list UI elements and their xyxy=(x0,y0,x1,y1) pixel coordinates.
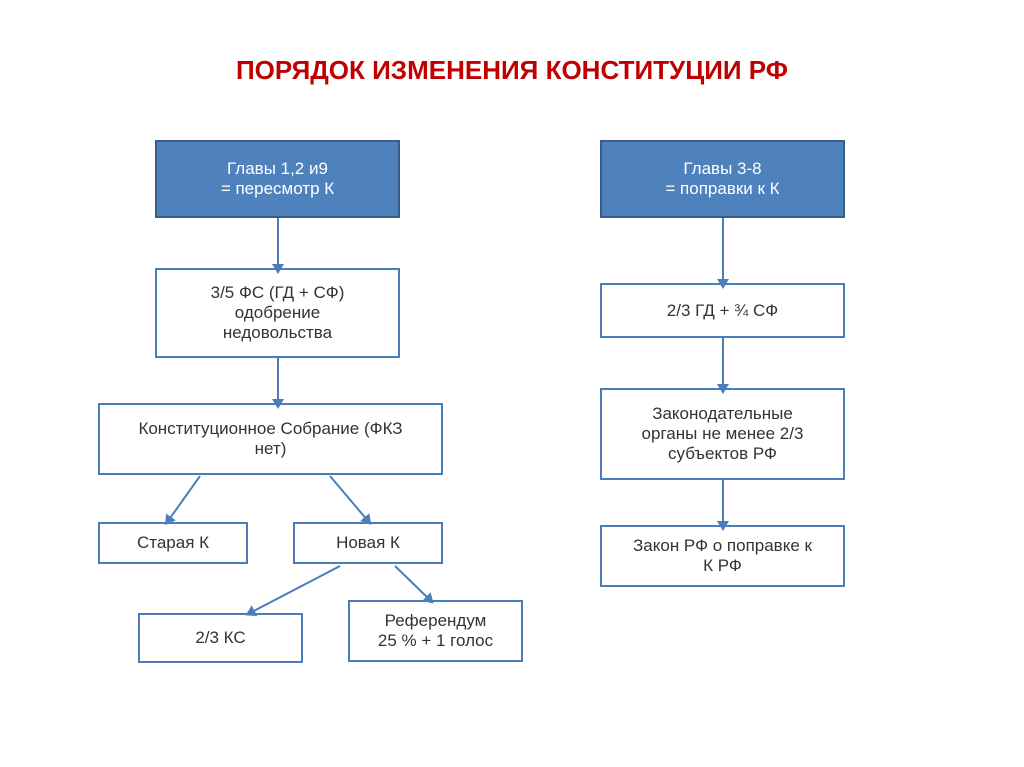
node-left_2: 3/5 ФС (ГД + СФ)одобрениенедовольства xyxy=(155,268,400,358)
node-right_4: Закон РФ о поправке кК РФ xyxy=(600,525,845,587)
node-left_top: Главы 1,2 и9= пересмотр К xyxy=(155,140,400,218)
node-left_5a: 2/3 КС xyxy=(138,613,303,663)
arrow-4 xyxy=(722,480,724,523)
node-left_5b: Референдум25 % + 1 голос xyxy=(348,600,523,662)
node-right_top: Главы 3-8= поправки к К xyxy=(600,140,845,218)
arrow-3 xyxy=(722,338,724,386)
arrow-1 xyxy=(277,358,279,401)
node-right_2: 2/3 ГД + ¾ СФ xyxy=(600,283,845,338)
diag-arrow-1 xyxy=(329,475,369,521)
arrow-0 xyxy=(277,218,279,266)
diag-arrow-2 xyxy=(250,565,341,614)
arrow-2 xyxy=(722,218,724,281)
node-right_3: Законодательныеорганы не менее 2/3субъек… xyxy=(600,388,845,480)
node-left_4b: Новая К xyxy=(293,522,443,564)
diag-arrow-0 xyxy=(167,475,201,521)
node-left_3: Конституционное Собрание (ФКЗнет) xyxy=(98,403,443,475)
diag-arrow-3 xyxy=(394,565,430,600)
page-title: ПОРЯДОК ИЗМЕНЕНИЯ КОНСТИТУЦИИ РФ xyxy=(0,55,1024,86)
node-left_4a: Старая К xyxy=(98,522,248,564)
